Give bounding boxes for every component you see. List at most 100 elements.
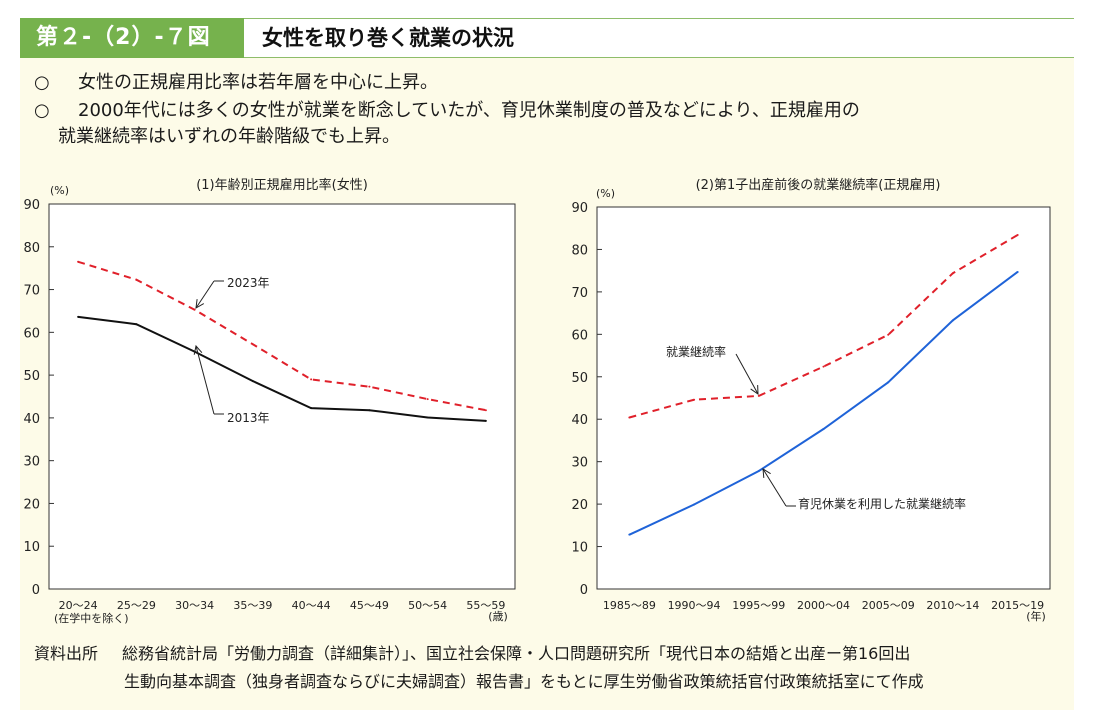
y-tick-label: 70: [23, 284, 40, 299]
x-tick-label: 20～24: [59, 599, 98, 612]
data-point: [757, 470, 760, 473]
series-label: 育児休業を利用した就業継続率: [798, 496, 966, 511]
plot-area: [596, 206, 1051, 590]
data-point: [887, 381, 890, 384]
x-tick-label: 45～49: [350, 599, 389, 612]
data-point: [368, 409, 371, 412]
y-tick-label: 80: [571, 243, 588, 258]
annotation-leader: [762, 468, 787, 507]
y-tick-label: 0: [32, 583, 40, 598]
source-line-2: 生動向基本調査（独身者調査ならびに夫婦調査）報告書」をもとに厚生労働省政策統括官…: [124, 672, 924, 691]
x-axis-note: (在学中を除く): [54, 611, 129, 625]
x-tick-label: 1985～89: [603, 599, 656, 612]
bullet-text: 2000年代には多くの女性が就業を断念していたが、育児休業制度の普及などにより、…: [78, 100, 860, 121]
y-tick-label: 50: [571, 371, 588, 386]
bullet-circle-icon: ○: [34, 72, 50, 93]
data-point: [426, 416, 429, 419]
data-point: [484, 419, 487, 422]
x-unit-label: (年): [1026, 609, 1046, 623]
x-tick-label: 35～39: [233, 599, 272, 612]
data-point: [193, 308, 196, 311]
data-point: [693, 398, 696, 401]
summary-bullet: ○ 女性の正規雇用比率は若年層を中心に上昇。: [34, 70, 438, 96]
data-point: [368, 385, 371, 388]
x-tick-label: 40～44: [292, 599, 331, 612]
data-point: [251, 343, 254, 346]
x-tick-label: 1990～94: [668, 599, 721, 612]
figure-header: 第２-（2）-７図 女性を取り巻く就業の状況: [20, 18, 1074, 58]
chart-title: (2)第1子出産前後の就業継続率(正規雇用): [696, 177, 941, 193]
series-line-1: [77, 260, 487, 412]
data-point: [628, 533, 631, 536]
data-point: [77, 315, 80, 318]
annotation-leader: [195, 280, 215, 309]
y-tick-label: 0: [580, 583, 588, 598]
data-point: [251, 380, 254, 383]
annotation-arrow-icon: [750, 385, 759, 395]
age-regular-employment-chart: (1)年齢別正規雇用比率(女性) (%) 0 10 20 30 40 50 60 70 80 90 20…: [23, 177, 516, 625]
data-point: [135, 278, 138, 281]
data-point: [484, 409, 487, 412]
data-point: [77, 260, 80, 263]
x-tick-label: 1995～99: [732, 599, 785, 612]
data-point: [887, 333, 890, 336]
annotation-leader: [735, 353, 759, 395]
x-tick-label: 50～54: [408, 599, 447, 612]
data-point: [310, 378, 313, 381]
y-tick-label: 90: [571, 201, 588, 216]
y-tick-label: 30: [571, 456, 588, 471]
y-tick-label: 50: [23, 369, 40, 384]
data-point: [1016, 234, 1019, 237]
x-tick-label: 55～59: [466, 599, 505, 612]
data-point: [310, 407, 313, 410]
bullet-circle-icon: ○: [34, 100, 50, 121]
x-tick-label: 2005～09: [862, 599, 915, 612]
y-tick-label: 80: [23, 241, 40, 256]
source-note: 資料出所 総務省統計局「労働力調査（詳細集計）」、国立社会保障・人口問題研究所「現…: [34, 640, 1074, 696]
annotation-arrow-icon: [195, 299, 205, 309]
data-point: [757, 394, 760, 397]
y-tick-label: 20: [571, 498, 588, 513]
y-unit-label: (%): [596, 187, 615, 200]
y-tick-label: 10: [23, 540, 40, 555]
x-tick-label: 30～34: [175, 599, 214, 612]
data-point: [951, 319, 954, 322]
y-tick-label: 90: [23, 198, 40, 213]
y-tick-label: 60: [23, 326, 40, 341]
series-label: 2013年: [227, 411, 270, 425]
figure-title: 女性を取り巻く就業の状況: [262, 26, 514, 50]
y-unit-label: (%): [50, 184, 69, 197]
annotation-arrow-icon: [193, 344, 203, 355]
data-point: [822, 427, 825, 430]
data-point: [135, 323, 138, 326]
bullet-text-continued: 就業継続率はいずれの年齢階級でも上昇。: [58, 126, 400, 147]
series-label: 就業継続率: [666, 344, 726, 359]
y-tick-label: 30: [23, 455, 40, 470]
data-point: [951, 272, 954, 275]
source-label: 資料出所: [34, 644, 99, 663]
y-tick-label: 60: [571, 328, 588, 343]
x-tick-label: 2010～14: [926, 599, 979, 612]
source-line-1: 総務省統計局「労働力調査（詳細集計）」、国立社会保障・人口問題研究所「現代日本の…: [122, 644, 911, 663]
x-tick-label: 25～29: [117, 599, 156, 612]
y-tick-label: 70: [571, 286, 588, 301]
x-tick-label: 2000～04: [797, 599, 850, 612]
series-label: 2023年: [227, 276, 270, 290]
data-point: [693, 503, 696, 506]
bullet-text: 女性の正規雇用比率は若年層を中心に上昇。: [78, 72, 438, 93]
data-point: [1016, 270, 1019, 273]
summary-bullet: ○ 2000年代には多くの女性が就業を断念していたが、育児休業制度の普及などにより…: [34, 98, 1064, 150]
x-tick-label: 2015～19: [991, 599, 1044, 612]
first-child-continuation-chart: (2)第1子出産前後の就業継続率(正規雇用) (%) 0 10 20 30 40 50 60 70…: [571, 177, 1051, 623]
y-tick-label: 10: [571, 541, 588, 556]
figure-label: 第２-（2）-７図: [20, 18, 244, 58]
y-tick-label: 40: [571, 413, 588, 428]
data-point: [628, 416, 631, 419]
data-point: [822, 365, 825, 368]
y-tick-label: 40: [23, 412, 40, 427]
annotation-arrow-icon: [762, 468, 771, 478]
plot-area: [48, 203, 516, 590]
y-tick-label: 20: [23, 497, 40, 512]
data-point: [426, 398, 429, 401]
series-line-2: [77, 315, 486, 422]
